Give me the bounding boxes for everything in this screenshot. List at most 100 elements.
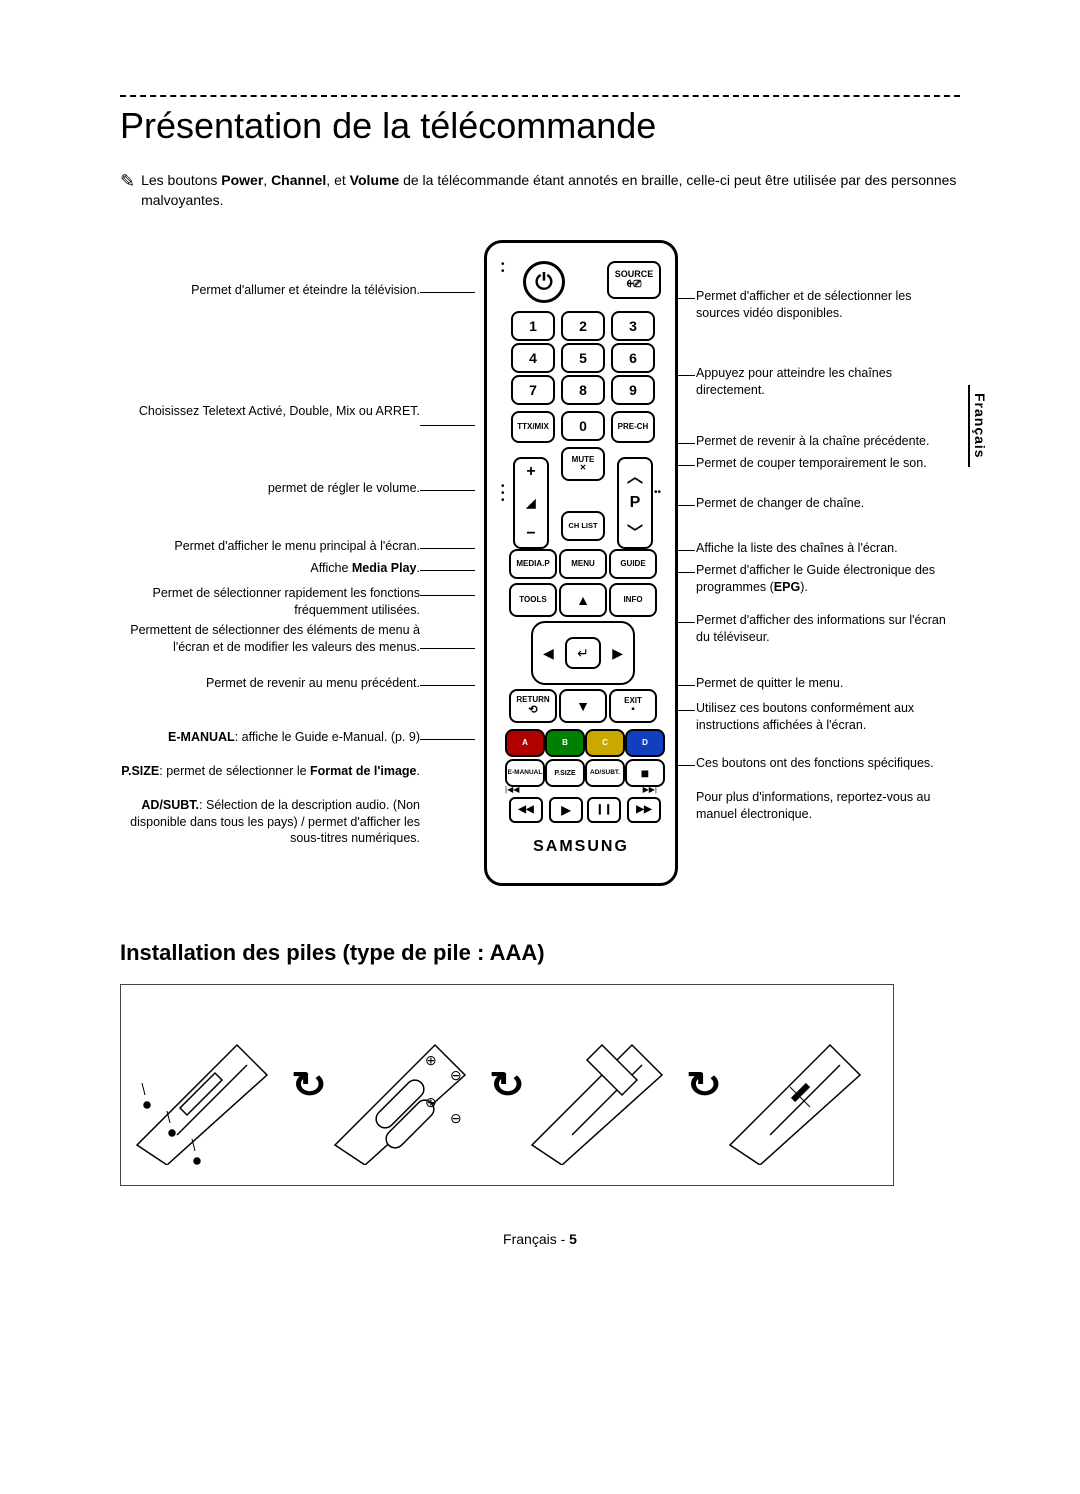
remote-source-button: SOURCE ⨭⎚ <box>607 261 661 299</box>
remote-dpad: ◀ ↵ ▶ <box>531 621 635 685</box>
remote-num-4: 4 <box>511 343 555 373</box>
remote-mute-button: MUTE ✕ <box>561 447 605 481</box>
intro-bold-power: Power <box>221 172 263 188</box>
callout-prech: Permet de revenir à la chaîne précédente… <box>696 433 956 450</box>
callout-eman-bold: E-MANUAL <box>168 730 235 744</box>
remote-num-2: 2 <box>561 311 605 341</box>
callout-chlist-text: Affiche la liste des chaînes à l'écran. <box>696 541 898 555</box>
remote-p-label: P <box>630 494 641 512</box>
remote-d-button: D <box>625 729 665 757</box>
callout-menu: Permet d'afficher le menu principal à l'… <box>120 538 420 555</box>
callout-abcd: Utilisez ces boutons conformément aux in… <box>696 700 956 734</box>
svg-text:⊖: ⊖ <box>450 1110 462 1126</box>
remote-c-button: C <box>585 729 625 757</box>
callout-emanual-psize-adsubt: E-MANUAL: affiche le Guide e-Manual. (p.… <box>120 729 420 847</box>
remote-chlist-label: CH LIST <box>568 522 597 530</box>
channel-down-icon: ﹀ <box>627 519 643 543</box>
callout-power: Permet d'allumer et éteindre la télévisi… <box>120 282 420 299</box>
page-footer: Français - 5 <box>120 1231 960 1247</box>
remote-prev-label: |◀◀ <box>505 785 519 794</box>
callout-mute: Permet de couper temporairement le son. <box>696 455 956 472</box>
dpad-right-icon: ▶ <box>612 645 623 662</box>
mute-icon: ✕ <box>580 464 587 472</box>
remote-stop-button: ■ <box>625 759 665 787</box>
manual-page: Présentation de la télécommande ✎ Les bo… <box>0 0 1080 1307</box>
remote-channel-rocker: ︿ P ﹀ <box>617 457 653 549</box>
remote-num-5: 5 <box>561 343 605 373</box>
remote-tools-label: TOOLS <box>519 596 546 604</box>
callout-psize-mid: : permet de sélectionner le <box>159 764 310 778</box>
remote-ffwd-button: ▶▶ <box>627 797 661 823</box>
battery-install-figure: ↻ ⊕ ⊖ ⊕ ⊖ ↻ <box>120 984 894 1186</box>
callout-guide-bold: EPG <box>774 580 800 594</box>
footer-page-number: 5 <box>569 1231 577 1247</box>
remote-psize-button: P.SIZE <box>545 759 585 787</box>
remote-ttx-button: TTX/MIX <box>511 411 555 443</box>
intro-bold-volume: Volume <box>350 172 400 188</box>
remote-pause-button: ❙❙ <box>587 797 621 823</box>
callout-exit: Permet de quitter le menu. <box>696 675 956 692</box>
battery-heading: Installation des piles (type de pile : A… <box>120 940 960 966</box>
callout-ttx: Choisissez Teletext Activé, Double, Mix … <box>120 403 420 420</box>
callout-mute-text: Permet de couper temporairement le son. <box>696 456 927 470</box>
svg-text:⊖: ⊖ <box>450 1067 462 1083</box>
battery-step-3-svg <box>522 1005 672 1165</box>
footer-language: Français <box>503 1231 557 1247</box>
intro-pre: Les boutons <box>141 172 221 188</box>
callout-media-pre: Affiche <box>310 561 351 575</box>
battery-step-4 <box>720 1005 887 1165</box>
ir-dots-left: •• <box>501 261 505 275</box>
remote-num-8: 8 <box>561 375 605 405</box>
callout-return: Permet de revenir au menu précédent. <box>120 675 420 692</box>
remote-brand-label: SAMSUNG <box>487 838 675 856</box>
remote-b-button: B <box>545 729 585 757</box>
callout-source-text: Permet d'afficher et de sélectionner les… <box>696 289 911 320</box>
remote-guide-label: GUIDE <box>620 560 645 568</box>
callout-chlist: Affiche la liste des chaînes à l'écran. <box>696 540 956 557</box>
callout-power-text: Permet d'allumer et éteindre la télévisi… <box>191 283 420 297</box>
remote-info-label: INFO <box>623 596 642 604</box>
remote-num-3: 3 <box>611 311 655 341</box>
remote-next-label: ▶▶| <box>643 785 657 794</box>
remote-dpad-up: ▲ <box>559 583 607 617</box>
remote-body: •• ⏻ SOURCE ⨭⎚ 1 2 3 4 5 6 7 8 9 TTX/MIX… <box>484 240 678 886</box>
remote-play-button: ▶ <box>549 797 583 823</box>
remote-rewind-button: ◀◀ <box>509 797 543 823</box>
callout-guide: Permet d'afficher le Guide électronique … <box>696 562 956 596</box>
callout-prech-text: Permet de revenir à la chaîne précédente… <box>696 434 929 448</box>
remote-menu-button: MENU <box>559 549 607 579</box>
remote-adsubt-button: AD/SUBT. <box>585 759 625 787</box>
callout-dpad-text: Permettent de sélectionner des éléments … <box>130 623 420 654</box>
remote-chlist-button: CH LIST <box>561 511 605 541</box>
svg-text:⊕: ⊕ <box>425 1052 437 1068</box>
callout-play1-text: Ces boutons ont des fonctions spécifique… <box>696 756 934 770</box>
callout-return-text: Permet de revenir au menu précédent. <box>206 676 420 690</box>
remote-return-button: RETURN⟲ <box>509 689 557 723</box>
step-arrow-1: ↻ <box>291 1064 327 1106</box>
title-separator <box>120 95 960 97</box>
intro-sep2: , et <box>326 172 349 188</box>
callout-abcd-text: Utilisez ces boutons conformément aux in… <box>696 701 914 732</box>
footer-sep: - <box>557 1231 569 1247</box>
callout-info-text: Permet d'afficher des informations sur l… <box>696 613 946 644</box>
callout-numbers: Appuyez pour atteindre les chaînes direc… <box>696 365 956 399</box>
callout-channel-text: Permet de changer de chaîne. <box>696 496 864 510</box>
remote-num-9: 9 <box>611 375 655 405</box>
intro-bold-channel: Channel <box>271 172 326 188</box>
remote-num-7: 7 <box>511 375 555 405</box>
callout-media-bold: Media Play <box>352 561 417 575</box>
callout-source: Permet d'afficher et de sélectionner les… <box>696 288 956 322</box>
battery-step-1-svg <box>127 1005 277 1165</box>
channel-up-icon: ︿ <box>627 463 643 487</box>
language-tab: Français <box>968 385 990 467</box>
callout-eman-post: : affiche le Guide e-Manual. (p. 9) <box>235 730 420 744</box>
remote-dpad-down: ▼ <box>559 689 607 723</box>
callout-dpad: Permettent de sélectionner des éléments … <box>120 622 420 656</box>
intro-note: ✎ Les boutons Power, Channel, et Volume … <box>120 171 960 210</box>
callout-psize-post: . <box>417 764 420 778</box>
callout-playback: Ces boutons ont des fonctions spécifique… <box>696 755 956 823</box>
remote-prech-label: PRE-CH <box>618 423 649 431</box>
callout-psize-bold: P.SIZE <box>121 764 159 778</box>
remote-mediap-button: MEDIA.P <box>509 549 557 579</box>
remote-diagram: Permet d'allumer et éteindre la télévisi… <box>120 240 960 900</box>
